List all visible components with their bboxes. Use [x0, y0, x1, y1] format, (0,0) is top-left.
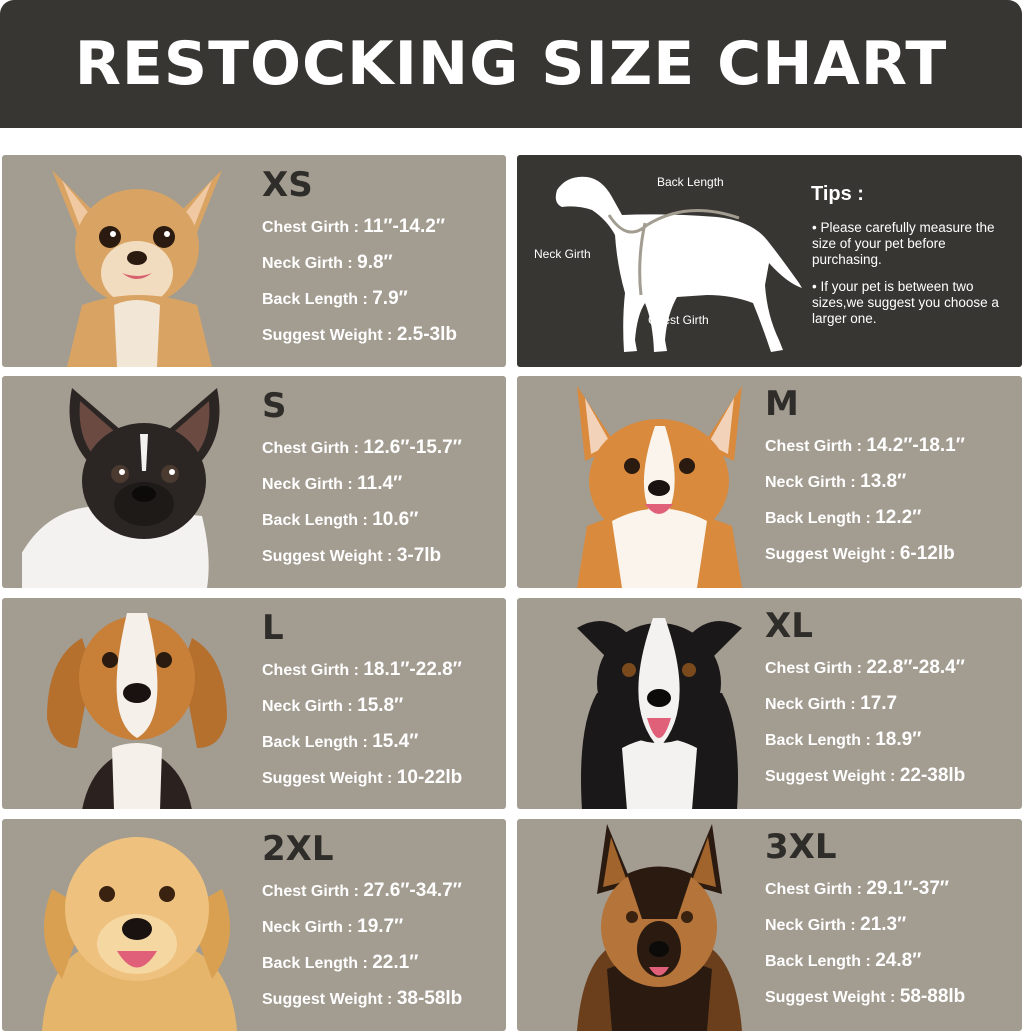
neck-girth-row: Neck Girth : 17.7 — [765, 693, 898, 714]
chest-girth-value: 22.8″-28.4″ — [866, 657, 965, 678]
suggest-weight-row: Suggest Weight : 22-38lb — [765, 765, 966, 786]
size-card-3xl: 3XL Chest Girth : 29.1″-37″ Neck Girth :… — [517, 819, 1022, 1031]
border-collie-photo — [537, 598, 767, 809]
golden-retriever-photo — [22, 819, 252, 1031]
back-length-row: Back Length : 22.1″ — [262, 952, 419, 973]
neck-girth-value: 17.7 — [860, 693, 898, 714]
back-length-value: 18.9″ — [875, 729, 922, 750]
size-card-2xl: 2XL Chest Girth : 27.6″-34.7″ Neck Girth… — [2, 819, 506, 1031]
chest-girth-row: Chest Girth : 22.8″-28.4″ — [765, 657, 965, 678]
chest-girth-row: Chest Girth : 27.6″-34.7″ — [262, 880, 462, 901]
chest-girth-value: 27.6″-34.7″ — [363, 880, 462, 901]
size-card-xl: XL Chest Girth : 22.8″-28.4″ Neck Girth … — [517, 598, 1022, 809]
neck-girth-row: Neck Girth : 13.8″ — [765, 471, 907, 492]
neck-girth-value: 21.3″ — [860, 914, 907, 935]
size-card-l: L Chest Girth : 18.1″-22.8″ Neck Girth :… — [2, 598, 506, 809]
dog-measurement-diagram: Back Length Neck Girth Chest Girth — [517, 155, 817, 367]
tips-heading: Tips : — [811, 183, 864, 205]
chihuahua-photo — [22, 155, 252, 367]
back-length-row: Back Length : 24.8″ — [765, 950, 922, 971]
neck-girth-value: 19.7″ — [357, 916, 404, 937]
suggest-weight-value: 58-88lb — [899, 986, 966, 1007]
neck-girth-value: 13.8″ — [860, 471, 907, 492]
chest-girth-row: Chest Girth : 11″-14.2″ — [262, 216, 445, 237]
neck-girth-value: 9.8″ — [357, 252, 393, 273]
back-length-row: Back Length : 18.9″ — [765, 729, 922, 750]
measurement-tips-card: Back Length Neck Girth Chest Girth Tips … — [517, 155, 1022, 367]
chest-girth-value: 11″-14.2″ — [363, 216, 445, 237]
neck-girth-row: Neck Girth : 21.3″ — [765, 914, 907, 935]
chest-girth-row: Chest Girth : 14.2″-18.1″ — [765, 435, 965, 456]
tip-measure: • Please carefully measure the size of y… — [812, 220, 995, 267]
suggest-weight-row: Suggest Weight : 6-12lb — [765, 543, 955, 564]
suggest-weight-value: 10-22lb — [396, 767, 463, 788]
page-title: RESTOCKING SIZE CHART — [74, 29, 948, 99]
size-label: 3XL — [765, 827, 837, 867]
suggest-weight-value: 22-38lb — [899, 765, 966, 786]
neck-girth-value: 15.8″ — [357, 695, 404, 716]
size-card-xs: XS Chest Girth : 11″-14.2″ Neck Girth : … — [2, 155, 506, 367]
chest-girth-value: 14.2″-18.1″ — [866, 435, 965, 456]
back-length-value: 10.6″ — [372, 509, 419, 530]
back-length-row: Back Length : 12.2″ — [765, 507, 922, 528]
back-length-label: Back Length — [657, 175, 724, 189]
neck-girth-row: Neck Girth : 15.8″ — [262, 695, 404, 716]
neck-girth-row: Neck Girth : 9.8″ — [262, 252, 393, 273]
suggest-weight-row: Suggest Weight : 38-58lb — [262, 988, 463, 1009]
back-length-row: Back Length : 7.9″ — [262, 288, 408, 309]
back-length-value: 24.8″ — [875, 950, 922, 971]
size-label: L — [262, 608, 284, 648]
french-bulldog-photo — [22, 376, 252, 588]
neck-girth-row: Neck Girth : 11.4″ — [262, 473, 403, 494]
back-length-value: 7.9″ — [372, 288, 408, 309]
suggest-weight-value: 2.5-3lb — [396, 324, 458, 345]
neck-girth-label: Neck Girth — [534, 247, 591, 261]
chest-girth-value: 18.1″-22.8″ — [363, 659, 462, 680]
back-length-value: 15.4″ — [372, 731, 419, 752]
size-card-m: M Chest Girth : 14.2″-18.1″ Neck Girth :… — [517, 376, 1022, 588]
back-length-row: Back Length : 10.6″ — [262, 509, 419, 530]
suggest-weight-row: Suggest Weight : 3-7lb — [262, 545, 442, 566]
back-length-row: Back Length : 15.4″ — [262, 731, 419, 752]
german-shepherd-photo — [537, 819, 767, 1031]
tip-between-sizes: • If your pet is between two sizes,we su… — [812, 279, 999, 326]
suggest-weight-value: 3-7lb — [396, 545, 442, 566]
title-banner: RESTOCKING SIZE CHART — [0, 0, 1022, 128]
chest-girth-value: 29.1″-37″ — [866, 878, 949, 899]
suggest-weight-value: 38-58lb — [396, 988, 463, 1009]
neck-girth-row: Neck Girth : 19.7″ — [262, 916, 404, 937]
chest-girth-value: 12.6″-15.7″ — [363, 437, 462, 458]
back-length-value: 12.2″ — [875, 507, 922, 528]
suggest-weight-row: Suggest Weight : 58-88lb — [765, 986, 966, 1007]
size-label: XS — [262, 165, 313, 205]
suggest-weight-value: 6-12lb — [899, 543, 955, 564]
chest-girth-row: Chest Girth : 18.1″-22.8″ — [262, 659, 462, 680]
size-label: S — [262, 386, 287, 426]
beagle-photo — [22, 598, 252, 809]
chest-girth-label: Chest Girth — [648, 313, 709, 327]
size-label: M — [765, 384, 799, 424]
chest-girth-row: Chest Girth : 29.1″-37″ — [765, 878, 949, 899]
corgi-photo — [537, 376, 767, 588]
chest-girth-row: Chest Girth : 12.6″-15.7″ — [262, 437, 462, 458]
back-length-value: 22.1″ — [372, 952, 419, 973]
suggest-weight-row: Suggest Weight : 10-22lb — [262, 767, 463, 788]
size-label: 2XL — [262, 829, 334, 869]
suggest-weight-row: Suggest Weight : 2.5-3lb — [262, 324, 458, 345]
size-card-s: S Chest Girth : 12.6″-15.7″ Neck Girth :… — [2, 376, 506, 588]
size-label: XL — [765, 606, 813, 646]
neck-girth-value: 11.4″ — [357, 473, 403, 494]
